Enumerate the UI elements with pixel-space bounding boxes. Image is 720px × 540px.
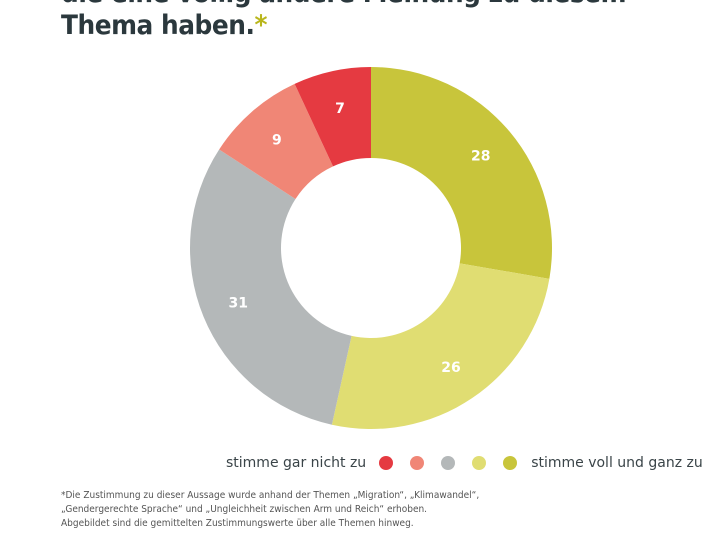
slice-4: [294, 67, 371, 167]
legend-dot-4: [503, 456, 518, 470]
footnote-marker: *: [254, 10, 267, 41]
slice-2: [189, 149, 352, 425]
legend-left-label: stimme gar nicht zu: [226, 455, 367, 471]
data-label: 31: [228, 295, 247, 311]
footnote-line: „Gendergerechte Sprache“ und „Ungleichhe…: [61, 504, 428, 515]
data-label: 28: [471, 149, 490, 165]
title-line-2: Thema haben.: [61, 10, 255, 41]
legend-dot-0: [379, 456, 394, 470]
chart-title: die eine völlig andere Meinung zu diesem…: [61, 0, 626, 42]
slice-0: [371, 67, 553, 279]
legend-right-label: stimme voll und ganz zu: [531, 455, 703, 471]
footnote-line: Abgebildet sind die gemittelten Zustimmu…: [61, 518, 414, 529]
legend-dot-2: [441, 456, 456, 470]
legend-dot-3: [472, 456, 487, 470]
data-label: 7: [335, 101, 345, 117]
slice-1: [331, 263, 550, 429]
legend-dot-1: [410, 456, 425, 470]
slice-3: [219, 83, 334, 200]
legend: stimme gar nicht zu stimme voll und ganz…: [226, 455, 703, 471]
data-label: 9: [272, 133, 282, 149]
footnote-line: *Die Zustimmung zu dieser Aussage wurde …: [61, 490, 480, 501]
title-line-1: die eine völlig andere Meinung zu diesem: [61, 0, 626, 10]
data-label: 26: [441, 360, 460, 376]
footnote: *Die Zustimmung zu dieser Aussage wurde …: [61, 489, 479, 531]
